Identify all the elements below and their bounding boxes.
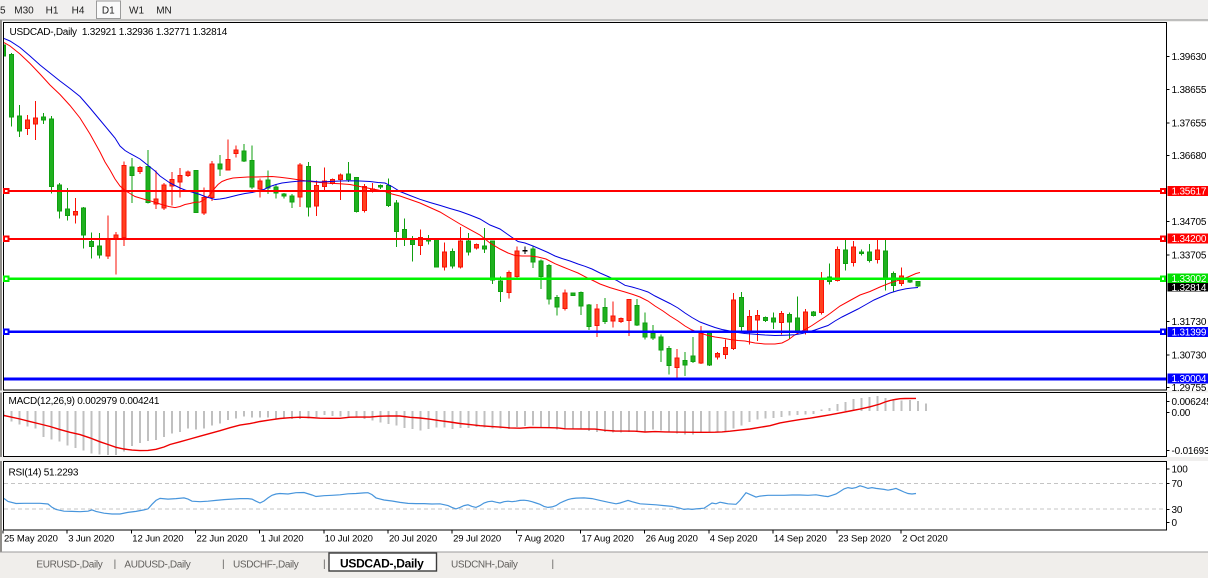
svg-text:1.31399: 1.31399 — [1172, 327, 1207, 338]
svg-text:7 Aug 2020: 7 Aug 2020 — [517, 534, 564, 545]
svg-text:1.31730: 1.31730 — [1172, 317, 1207, 328]
svg-text:USDCAD-,Daily: USDCAD-,Daily — [340, 557, 424, 571]
svg-text:1.30730: 1.30730 — [1172, 351, 1207, 362]
svg-text:W1: W1 — [129, 6, 144, 17]
svg-text:4 Sep 2020: 4 Sep 2020 — [710, 534, 758, 545]
svg-text:D1: D1 — [102, 6, 115, 17]
svg-text:22 Jun 2020: 22 Jun 2020 — [197, 534, 248, 545]
svg-text:1 Jul 2020: 1 Jul 2020 — [261, 534, 304, 545]
svg-text:100: 100 — [1172, 464, 1189, 475]
svg-text:26 Aug 2020: 26 Aug 2020 — [646, 534, 698, 545]
svg-text:1.33002: 1.33002 — [1172, 274, 1207, 285]
svg-text:23 Sep 2020: 23 Sep 2020 — [838, 534, 891, 545]
svg-text:1.34705: 1.34705 — [1172, 217, 1207, 228]
svg-text:1.35617: 1.35617 — [1172, 186, 1207, 197]
svg-text:-0.016933: -0.016933 — [1172, 446, 1208, 457]
svg-text:USDCNH-,Daily: USDCNH-,Daily — [451, 560, 518, 571]
svg-text:25 May 2020: 25 May 2020 — [4, 534, 58, 545]
svg-text:|: | — [552, 559, 554, 570]
svg-text:29 Jul 2020: 29 Jul 2020 — [453, 534, 501, 545]
svg-text:|: | — [114, 559, 116, 570]
svg-text:1.32814: 1.32814 — [1172, 283, 1207, 294]
svg-text:RSI(14) 51.2293: RSI(14) 51.2293 — [9, 468, 79, 479]
svg-text:MN: MN — [156, 6, 172, 17]
svg-text:20 Jul 2020: 20 Jul 2020 — [389, 534, 437, 545]
svg-text:0: 0 — [1172, 518, 1178, 529]
svg-text:MACD(12,26,9) 0.002979 0.00424: MACD(12,26,9) 0.002979 0.004241 — [9, 396, 160, 407]
svg-text:EURUSD-,Daily: EURUSD-,Daily — [36, 560, 102, 571]
svg-text:70: 70 — [1172, 479, 1183, 490]
svg-text:AUDUSD-,Daily: AUDUSD-,Daily — [124, 560, 190, 571]
svg-text:USDCHF-,Daily: USDCHF-,Daily — [233, 560, 299, 571]
svg-text:1.39630: 1.39630 — [1172, 52, 1207, 63]
svg-text:|: | — [222, 559, 224, 570]
svg-text:17 Aug 2020: 17 Aug 2020 — [581, 534, 633, 545]
svg-text:H4: H4 — [72, 6, 85, 17]
svg-text:2 Oct 2020: 2 Oct 2020 — [902, 534, 947, 545]
svg-text:M30: M30 — [14, 6, 34, 17]
svg-text:14 Sep 2020: 14 Sep 2020 — [774, 534, 827, 545]
svg-text:1.38655: 1.38655 — [1172, 85, 1207, 96]
svg-text:USDCAD-,Daily 1.32921 1.32936: USDCAD-,Daily 1.32921 1.32936 1.32771 1.… — [10, 27, 228, 38]
svg-text:1.36680: 1.36680 — [1172, 151, 1207, 162]
svg-text:30: 30 — [1172, 505, 1183, 516]
svg-text:1.33705: 1.33705 — [1172, 251, 1207, 262]
svg-text:0.006245: 0.006245 — [1172, 397, 1208, 408]
svg-text:1.29755: 1.29755 — [1172, 383, 1207, 394]
svg-text:12 Jun 2020: 12 Jun 2020 — [132, 534, 183, 545]
svg-text:5: 5 — [0, 6, 6, 17]
svg-text:10 Jul 2020: 10 Jul 2020 — [325, 534, 373, 545]
svg-text:1.34200: 1.34200 — [1172, 234, 1207, 245]
svg-text:H1: H1 — [46, 6, 59, 17]
svg-text:3 Jun 2020: 3 Jun 2020 — [68, 534, 114, 545]
svg-text:0.00: 0.00 — [1172, 408, 1191, 419]
svg-text:|: | — [323, 559, 325, 570]
svg-text:1.37655: 1.37655 — [1172, 118, 1207, 129]
svg-text:1.30004: 1.30004 — [1172, 374, 1207, 385]
